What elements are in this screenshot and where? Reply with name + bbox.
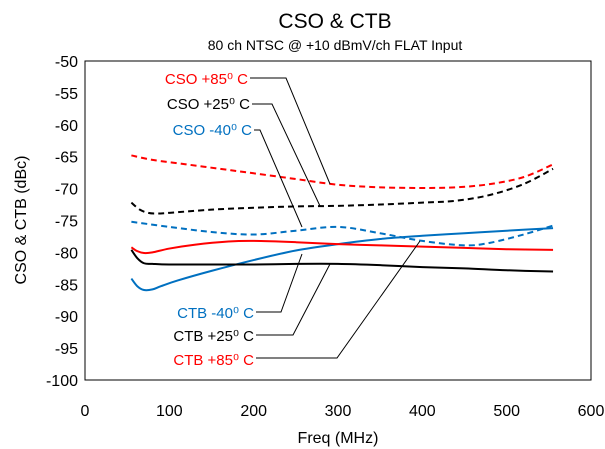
- series-label-cso-minus40-c: CSO -40⁰ C: [173, 122, 253, 139]
- series-label-cso-plus85-c: CSO +85⁰ C: [165, 71, 248, 88]
- series-label-ctb-plus85-c: CTB +85⁰ C: [173, 352, 254, 369]
- leader-line-ctb-plus85-c: [256, 240, 421, 359]
- label-background: [144, 120, 254, 138]
- series-line-ctb-plus25-c: [130, 249, 554, 273]
- plot-area: [84, 60, 592, 381]
- label-background: [146, 350, 256, 368]
- series-label-cso-plus25-c: CSO +25⁰ C: [167, 96, 250, 113]
- chart-subtitle: 80 ch NTSC @ +10 dBmV/ch FLAT Input: [208, 37, 463, 53]
- series-line-ctb-plus85-c: [130, 239, 554, 255]
- x-axis-label: Freq (MHz): [298, 430, 379, 447]
- y-axis-label: CSO & CTB (dBc): [13, 156, 30, 285]
- series-line-ctb-minus40-c: [130, 227, 554, 292]
- x-tick-label: 200: [240, 403, 267, 420]
- label-background: [146, 303, 256, 321]
- leader-line-cso-plus85-c: [250, 77, 331, 185]
- x-tick-label: 600: [578, 403, 605, 420]
- series-line-cso-minus40-c: [131, 220, 554, 247]
- label-background: [142, 94, 252, 112]
- x-tick-label: 100: [156, 403, 183, 420]
- series-label-ctb-plus25-c: CTB +25⁰ C: [173, 328, 254, 345]
- y-tick-label: -80: [55, 245, 78, 262]
- y-tick-label: -85: [55, 277, 78, 294]
- label-background: [138, 69, 250, 87]
- leader-line-ctb-plus25-c: [256, 263, 331, 336]
- y-tick-label: -90: [55, 309, 78, 326]
- y-tick-label: -65: [55, 150, 78, 167]
- series-line-cso-plus25-c: [130, 167, 554, 215]
- series-label-ctb-minus40-c: CTB -40⁰ C: [177, 305, 254, 322]
- y-tick-label: -55: [55, 86, 78, 103]
- x-tick-label: 400: [409, 403, 436, 420]
- y-tick-label: -100: [46, 373, 78, 390]
- series-line-cso-plus85-c: [131, 154, 554, 189]
- leader-line-cso-minus40-c: [254, 129, 303, 228]
- leader-line-cso-plus25-c: [252, 103, 321, 207]
- y-tick-label: -75: [55, 214, 78, 231]
- x-tick-label: 300: [325, 403, 352, 420]
- y-tick-label: -95: [55, 341, 78, 358]
- y-tick-label: -70: [55, 182, 78, 199]
- leader-line-ctb-minus40-c: [256, 253, 303, 313]
- label-background: [144, 326, 256, 344]
- chart-title: CSO & CTB: [278, 10, 391, 33]
- y-tick-label: -60: [55, 118, 78, 135]
- x-tick-label: 500: [493, 403, 520, 420]
- x-tick-label: 0: [81, 403, 90, 420]
- y-tick-label: -50: [55, 54, 78, 71]
